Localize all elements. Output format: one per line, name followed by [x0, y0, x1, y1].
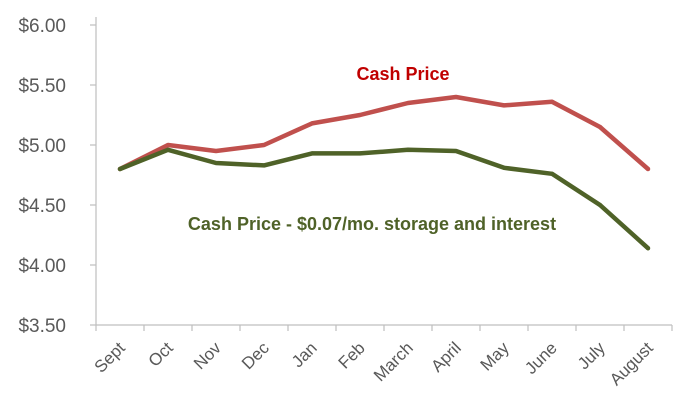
data-point — [310, 151, 314, 156]
data-point — [646, 167, 650, 171]
x-tick-label: Jan — [288, 338, 321, 371]
x-tick-label: Feb — [335, 338, 369, 372]
data-point — [358, 113, 362, 117]
y-tick-label: $4.00 — [18, 256, 66, 277]
data-point — [310, 121, 314, 126]
x-tick-label: April — [427, 338, 464, 375]
x-tick-label: Oct — [145, 338, 177, 370]
data-point — [550, 99, 554, 104]
data-point — [598, 203, 602, 207]
series-line-0 — [117, 94, 651, 172]
x-tick-label: March — [370, 338, 417, 385]
y-tick-label: $5.50 — [18, 76, 66, 97]
series-lines — [117, 94, 651, 251]
series-label-cash-price-storage: Cash Price - $0.07/mo. storage and inter… — [188, 214, 556, 234]
x-tick-label: August — [606, 338, 657, 389]
x-tick-label: July — [574, 338, 609, 373]
data-point — [502, 103, 506, 108]
y-tick-label: $6.00 — [18, 16, 66, 37]
x-tick-label: Nov — [190, 338, 225, 373]
data-point — [454, 149, 458, 153]
data-point — [118, 167, 122, 171]
y-tick-label: $3.50 — [18, 316, 66, 337]
data-point — [502, 165, 506, 170]
series-line-1 — [117, 147, 651, 251]
data-point — [214, 149, 218, 153]
y-tick-label: $4.50 — [18, 196, 66, 217]
x-tick-label: Dec — [238, 338, 273, 373]
data-point — [406, 147, 410, 152]
series-label-cash-price: Cash Price — [356, 64, 449, 84]
y-axis-ticks: $3.50 $4.00 $4.50 $5.00 $5.50 $6.00 — [18, 16, 96, 337]
data-point — [646, 246, 650, 251]
data-point — [214, 161, 218, 165]
x-tick-label: May — [477, 338, 513, 374]
x-axis-ticks: Sept Oct Nov Dec Jan Feb March April May June July… — [91, 325, 673, 389]
x-tick-label: Sept — [91, 338, 129, 376]
data-point — [358, 151, 362, 156]
data-point — [166, 147, 170, 152]
data-point — [166, 143, 170, 147]
data-point — [598, 125, 602, 129]
x-tick-label: June — [521, 338, 561, 378]
data-point — [406, 101, 410, 105]
data-point — [454, 95, 458, 99]
data-point — [262, 163, 266, 168]
data-point — [262, 143, 266, 147]
y-tick-label: $5.00 — [18, 136, 66, 157]
data-point — [550, 171, 554, 176]
